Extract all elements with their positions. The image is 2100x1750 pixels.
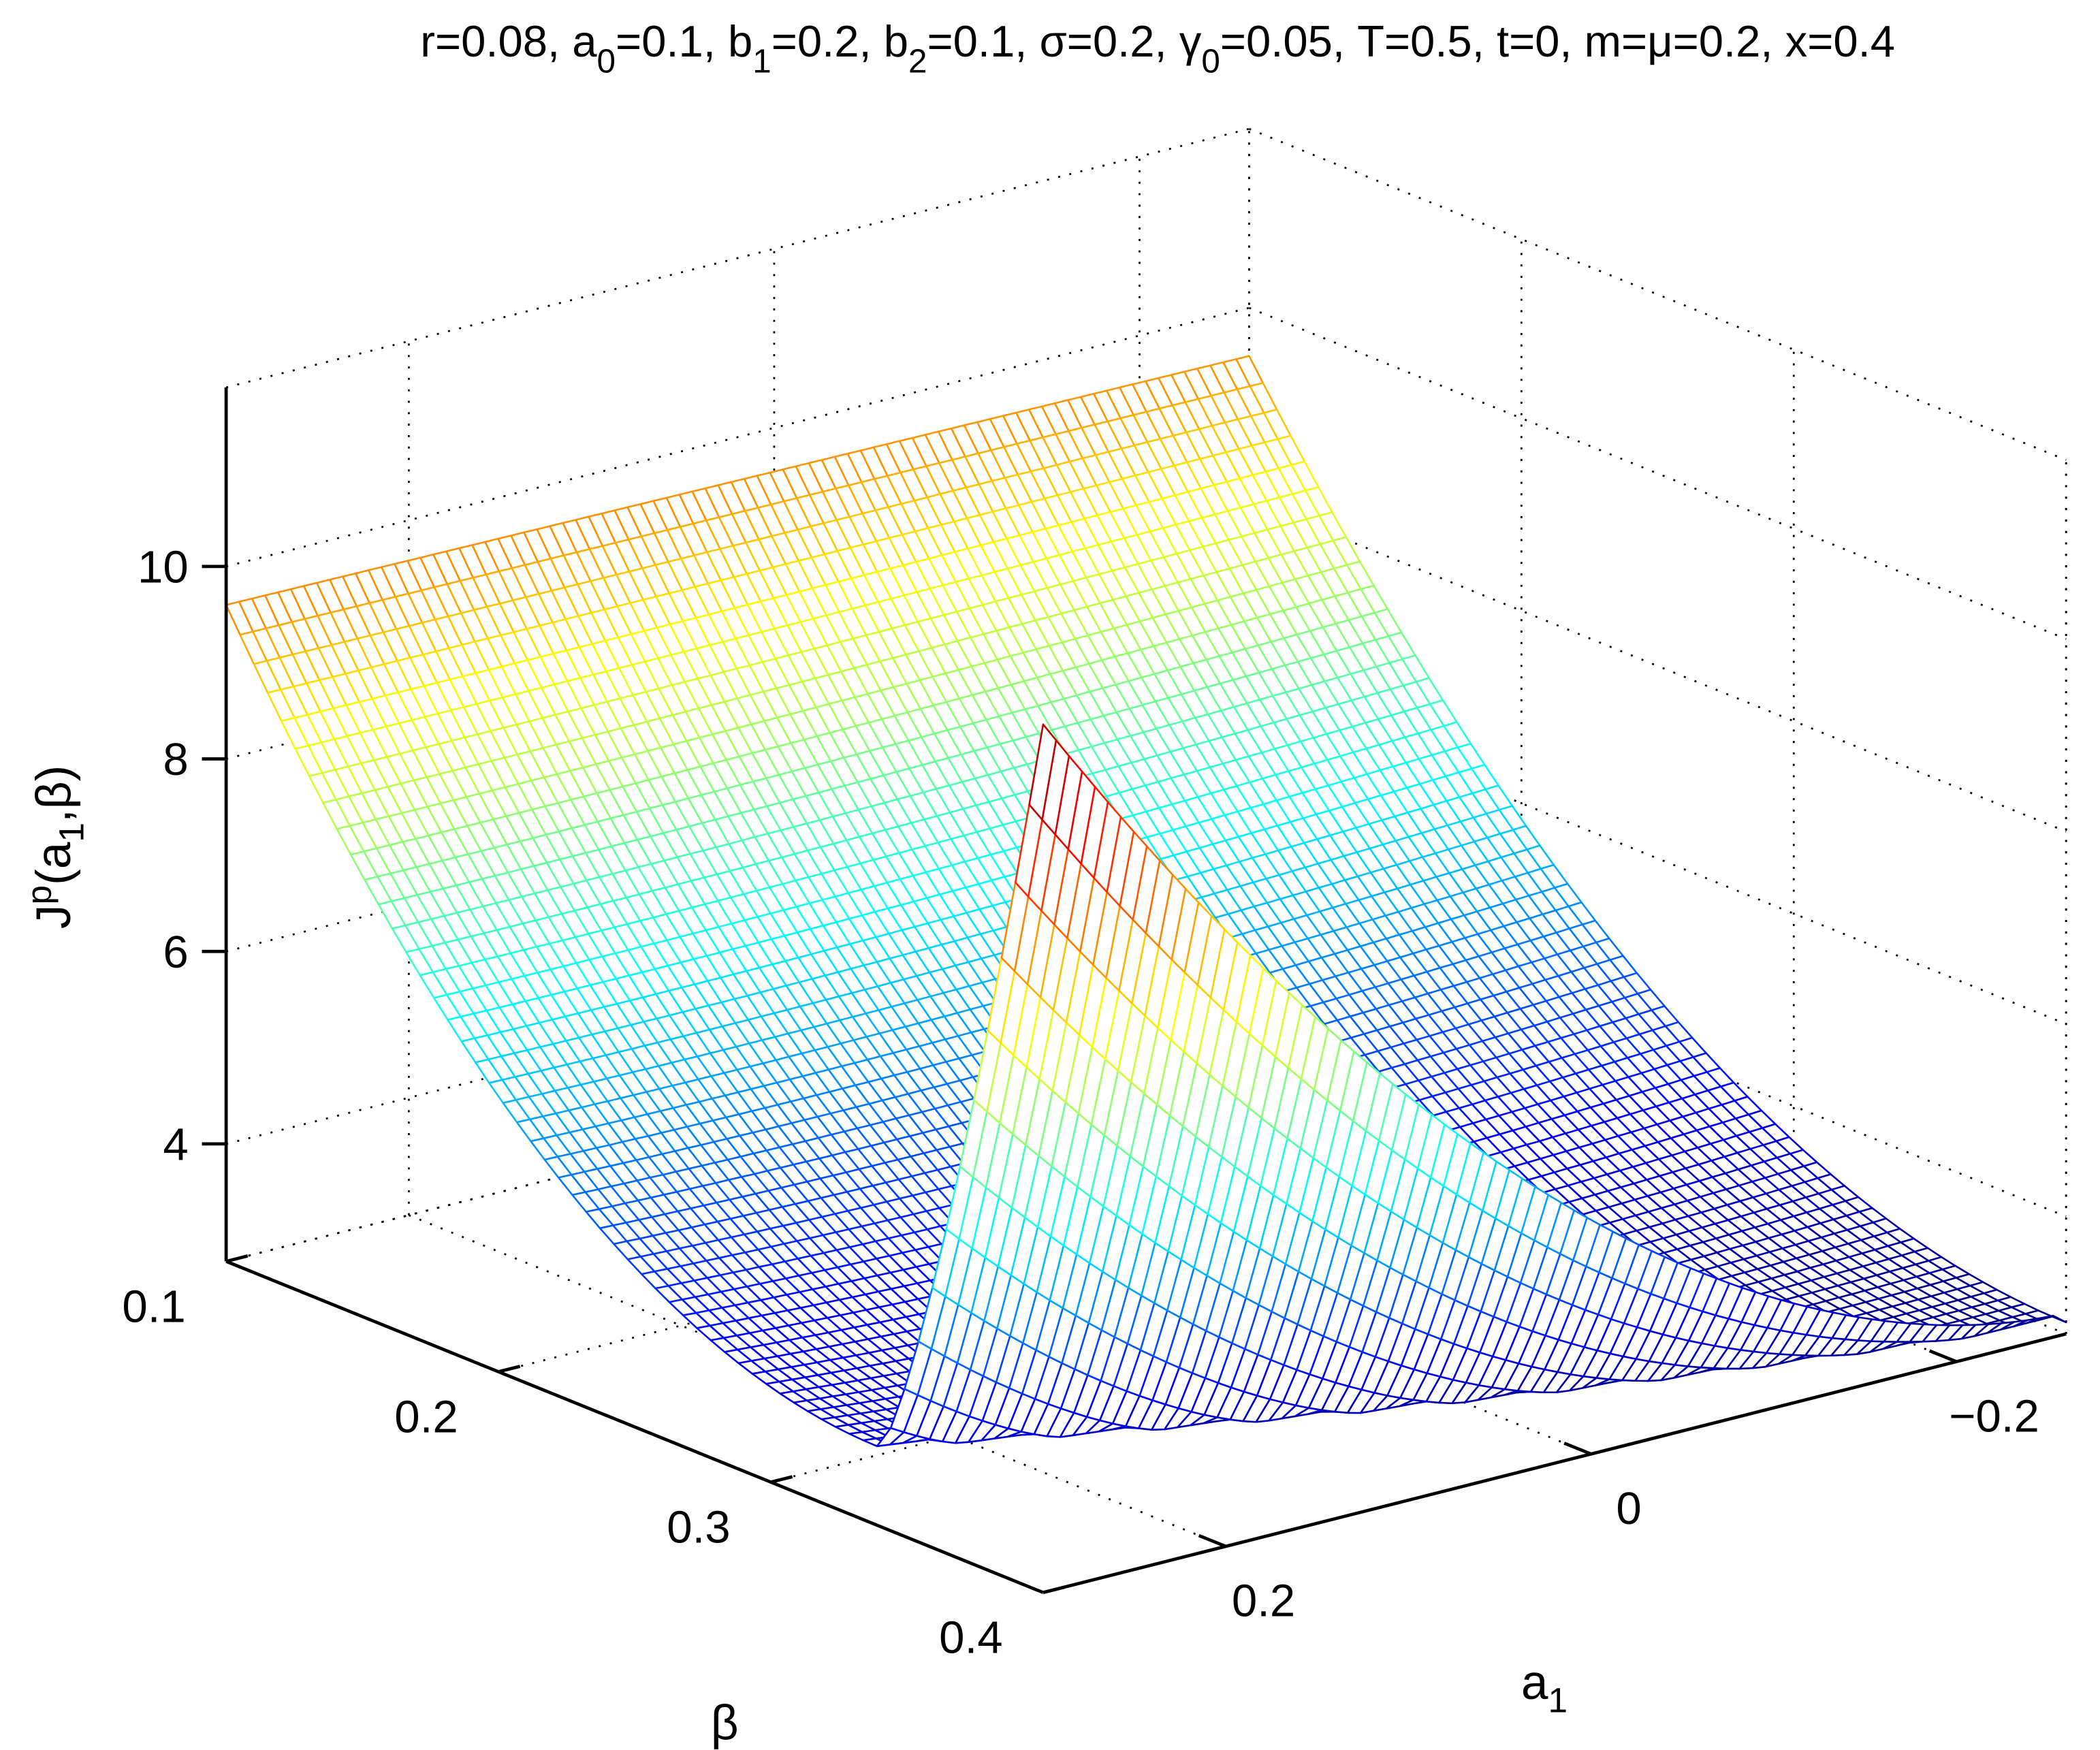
beta-tick-label: 0.1 [122, 1281, 185, 1332]
beta-tick-label: 0.2 [394, 1391, 458, 1442]
beta-tick [1043, 1585, 1066, 1595]
title-segment: =0.1, σ=0.2, γ [927, 16, 1202, 66]
title-segment: 0 [1201, 43, 1220, 80]
z-tick-label: 6 [163, 927, 188, 978]
a1-tick-label: −0.2 [1949, 1390, 2039, 1442]
z-tick-label: 10 [138, 542, 189, 593]
a1-tick [1198, 1533, 1227, 1548]
a1-tick [1563, 1442, 1592, 1456]
y-axis-label: β [711, 1696, 739, 1750]
title-segment: =0.1, b [616, 16, 752, 66]
beta-tick-label: 0.4 [939, 1612, 1002, 1664]
title-segment: =0.2, b [771, 16, 908, 66]
a1-tick [1928, 1349, 1958, 1363]
z-tick-label: 4 [163, 1119, 188, 1171]
a1-tick-label: 0 [1616, 1483, 1641, 1534]
a1-tick-label: 0.2 [1232, 1576, 1295, 1627]
box-edge [225, 127, 1250, 389]
title-segment: 1 [752, 43, 771, 80]
z-axis-label: Jp(a1,β) [19, 765, 91, 929]
title-segment: r=0.08, a [420, 16, 597, 66]
title-segment: 2 [908, 43, 927, 80]
beta-tick [498, 1365, 521, 1373]
z-tick-label: 8 [163, 734, 188, 785]
beta-tick [770, 1475, 793, 1484]
chart-title: r=0.08, a0=0.1, b1=0.2, b2=0.1, σ=0.2, γ… [420, 16, 1895, 80]
mesh-surface [225, 355, 2067, 1448]
beta-tick [225, 1254, 249, 1263]
box-edge [1248, 127, 2067, 461]
beta-tick-label: 0.3 [667, 1502, 730, 1553]
title-segment: =0.05, T=0.5, t=0, m=μ=0.2, x=0.4 [1220, 16, 1895, 66]
grid-line-z-left-wall [225, 306, 1250, 568]
x-axis-label: a1 [1521, 1656, 1568, 1720]
title-segment: 0 [597, 43, 616, 80]
